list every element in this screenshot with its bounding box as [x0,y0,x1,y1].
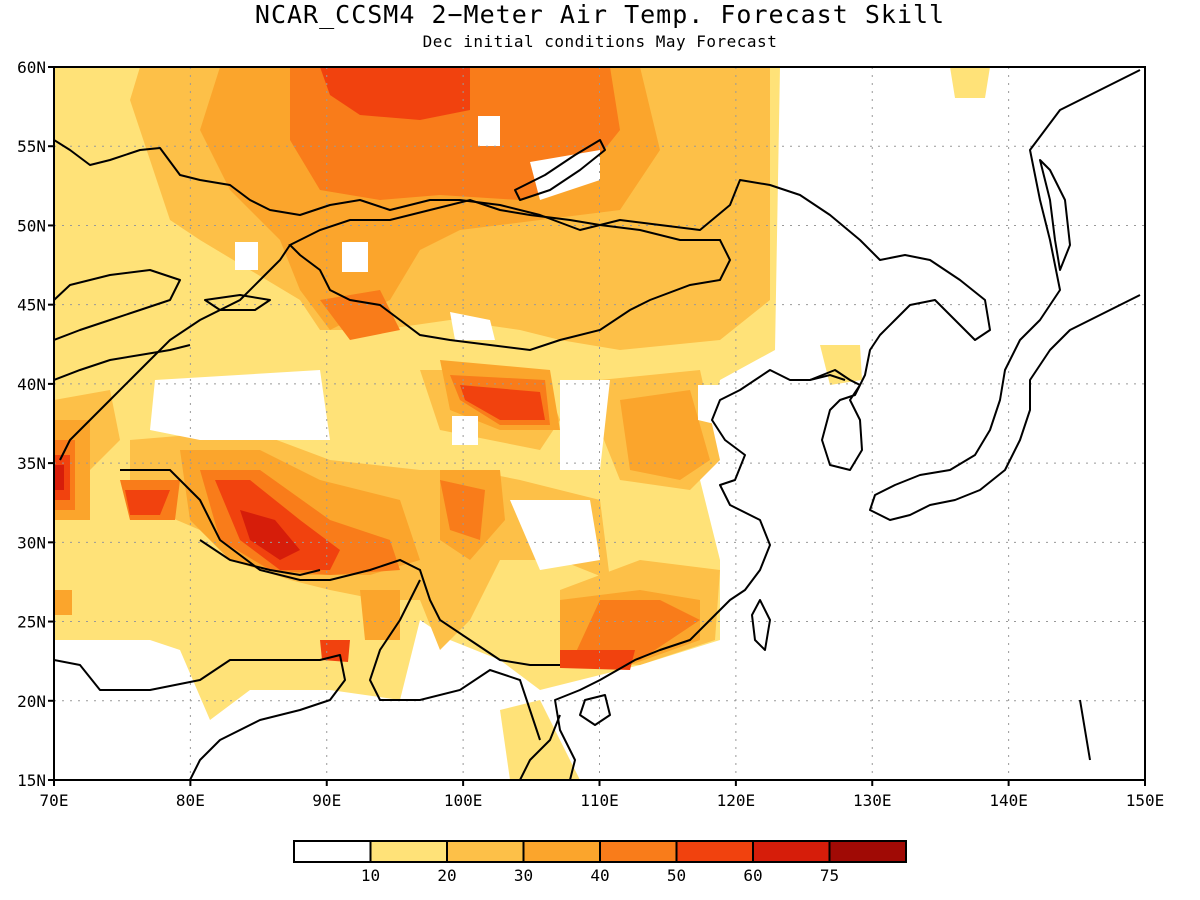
x-tick-label: 90E [312,791,341,810]
masked-cell [342,242,368,272]
y-tick-label: 60N [17,58,46,77]
colorbar-label: 40 [590,866,609,885]
masked-cell [235,242,258,270]
map-axes: 70E 80E 90E 100E 110E 120E 130E 140E 150E 15N 20N 2… [17,58,1164,810]
skill-shading [54,67,990,780]
colorbar-swatch [675,840,754,863]
skill-region-30 [360,590,400,640]
x-tick-label: 130E [853,791,892,810]
y-tick-label: 40N [17,375,46,394]
country-borders [54,198,846,741]
y-tick-label: 35N [17,454,46,473]
x-tick-label: 70E [40,791,69,810]
y-tick-label: 50N [17,216,46,235]
border-central-asia [54,344,191,381]
skill-region-40 [440,480,485,540]
colorbar-label: 75 [820,866,839,885]
colorbar-label: 20 [437,866,456,885]
skill-region-60 [54,465,64,490]
x-tick-label: 140E [989,791,1028,810]
philippines-north [1079,699,1091,761]
colorbar-label: 10 [361,866,380,885]
x-tick-label: 120E [717,791,756,810]
skill-region-30 [54,590,72,615]
masked-cell [150,370,330,440]
colorbar-label: 50 [667,866,686,885]
skill-region-10 [950,67,990,98]
skill-region-40 [570,600,700,665]
map-subtitle: Dec initial conditions May Forecast [422,32,778,51]
x-tick-label: 110E [580,791,619,810]
border-southeast-asia [368,579,541,741]
colorbar-swatch [293,840,372,863]
coastline-hainan [579,694,611,726]
coastline-japan [869,69,1141,521]
coastline-taiwan [751,599,771,651]
skill-region-50 [320,640,350,662]
masked-cell [478,116,500,146]
x-tick-label: 150E [1126,791,1165,810]
border-nepal-india [199,539,321,577]
y-tick-label: 25N [17,613,46,632]
skill-region-50 [125,490,170,515]
masked-cell [452,416,478,445]
colorbar: 10 20 30 40 50 60 75 [293,840,907,885]
border-russia-mongolia [288,198,732,352]
y-tick-label: 15N [17,771,46,790]
x-tick-label: 100E [444,791,483,810]
colorbar-swatch [369,840,448,863]
y-tick-label: 20N [17,692,46,711]
colorbar-label: 30 [514,866,533,885]
map-title: NCAR_CCSM4 2−Meter Air Temp. Forecast Sk… [254,0,946,29]
y-tick-label: 45N [17,296,46,315]
coastline-sakhalin [1039,159,1071,271]
coastline-mainland [54,139,991,780]
lake-baikal [514,139,606,201]
skill-region-40 [320,290,400,340]
skill-region-60 [240,510,300,560]
skill-region-50 [560,650,635,670]
caspian-coast [54,269,181,341]
colorbar-swatch [752,840,831,863]
skill-region-30 [620,390,710,480]
border-himalaya [120,469,560,666]
lake-balkhash [204,294,271,311]
coastline-indochina [519,714,561,780]
skill-region-50 [460,385,545,420]
y-tick-label: 55N [17,137,46,156]
colorbar-swatch [828,840,907,863]
masked-cell [450,312,495,340]
y-tick-label: 30N [17,533,46,552]
masked-cell [560,380,610,470]
coastline-india [54,654,346,780]
colorbar-label: 60 [743,866,762,885]
colorbar-swatch [599,840,678,863]
skill-region-50 [320,67,470,120]
masked-cell [510,500,600,570]
x-tick-label: 80E [176,791,205,810]
masked-cell [530,150,600,200]
border-china-west [59,244,291,461]
colorbar-swatch [522,840,601,863]
border-korea [809,373,846,381]
coastlines [54,69,1141,780]
colorbar-swatch [446,840,525,863]
